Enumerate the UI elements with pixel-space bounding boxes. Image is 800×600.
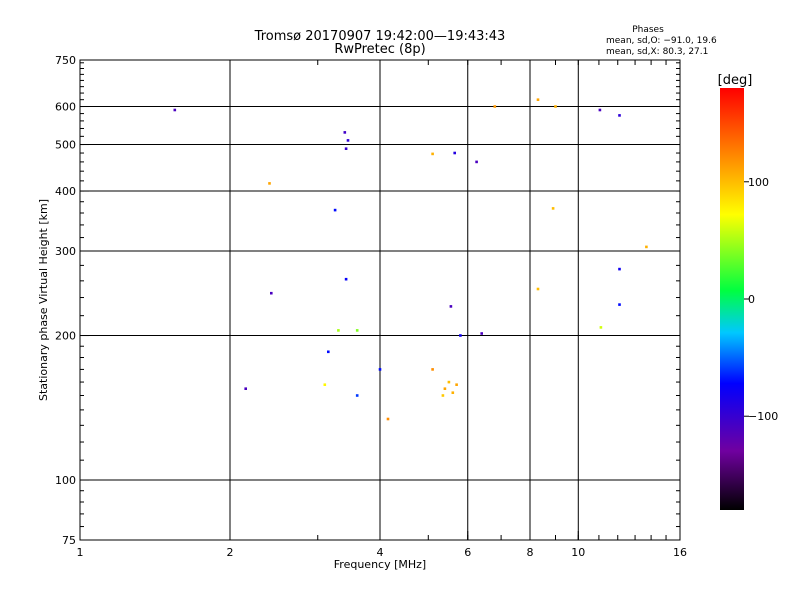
x-tick-label: 6 bbox=[464, 546, 471, 559]
colorbar-tick-label: 100 bbox=[748, 176, 769, 189]
x-tick-label: 8 bbox=[527, 546, 534, 559]
echo-point bbox=[536, 98, 540, 101]
x-tick-label: 10 bbox=[571, 546, 585, 559]
y-tick-label: 200 bbox=[55, 330, 76, 343]
echo-point bbox=[378, 368, 382, 371]
echo-point bbox=[431, 368, 434, 371]
echo-point bbox=[453, 151, 456, 155]
echo-point bbox=[343, 131, 347, 134]
y-tick-label: 75 bbox=[62, 534, 76, 547]
echo-point bbox=[618, 303, 621, 306]
stats-line-o: mean, sd,O: −91.0, 19.6 bbox=[606, 36, 717, 46]
colorbar-tick-label: 0 bbox=[748, 293, 755, 306]
echo-point bbox=[333, 208, 337, 212]
y-axis-label: Stationary phase Virtual Height [km] bbox=[37, 199, 50, 401]
echo-point bbox=[327, 350, 330, 354]
echo-point bbox=[455, 383, 458, 386]
echo-point bbox=[386, 417, 390, 421]
echo-point bbox=[459, 334, 462, 337]
echo-point bbox=[337, 329, 340, 332]
y-tick-label: 400 bbox=[55, 185, 76, 198]
echo-point bbox=[431, 152, 434, 156]
echo-point bbox=[599, 326, 603, 329]
x-axis-label: Frequency [MHz] bbox=[334, 558, 426, 571]
echo-point bbox=[441, 394, 445, 397]
echo-point bbox=[173, 108, 177, 112]
echo-point bbox=[480, 332, 483, 335]
data-points bbox=[173, 98, 648, 421]
echo-point bbox=[323, 383, 327, 386]
x-tick-label: 16 bbox=[673, 546, 687, 559]
echo-point bbox=[447, 380, 451, 384]
colorbar-unit: [deg] bbox=[718, 73, 753, 88]
y-tick-label: 600 bbox=[55, 101, 76, 114]
echo-point bbox=[493, 105, 497, 108]
chart-title: Tromsø 20170907 19:42:00—19:43:43 bbox=[254, 29, 506, 44]
chart-subtitle: RwPretec (8p) bbox=[334, 42, 425, 57]
grid-lines bbox=[80, 60, 680, 540]
echo-point bbox=[346, 139, 350, 142]
echo-point bbox=[268, 182, 271, 185]
echo-point bbox=[449, 305, 453, 308]
echo-point bbox=[618, 267, 621, 271]
y-tick-label: 300 bbox=[55, 245, 76, 258]
y-tick-label: 750 bbox=[55, 54, 76, 67]
echo-point bbox=[598, 108, 602, 112]
echo-point bbox=[554, 105, 557, 108]
echo-point bbox=[451, 391, 455, 394]
y-tick-label: 100 bbox=[55, 474, 76, 487]
echo-point bbox=[645, 245, 648, 249]
echo-point bbox=[244, 387, 247, 390]
echo-point bbox=[270, 291, 273, 295]
echo-point bbox=[344, 147, 348, 150]
x-tick-label: 2 bbox=[227, 546, 234, 559]
echo-point bbox=[536, 287, 540, 291]
echo-point bbox=[618, 114, 621, 117]
colorbar-ticks: 100 0 −100 bbox=[744, 176, 778, 423]
colorbar-tick-label: −100 bbox=[748, 410, 778, 423]
stats-heading: Phases bbox=[632, 25, 664, 35]
echo-point bbox=[344, 277, 348, 281]
echo-point bbox=[355, 394, 359, 397]
stats-line-x: mean, sd,X: 80.3, 27.1 bbox=[606, 47, 708, 57]
echo-point bbox=[551, 207, 555, 210]
echo-point bbox=[443, 387, 447, 390]
colorbar bbox=[720, 88, 744, 510]
x-tick-label: 1 bbox=[77, 546, 84, 559]
y-tick-label: 500 bbox=[55, 139, 76, 152]
echo-point bbox=[355, 329, 359, 332]
x-tick-label: 4 bbox=[377, 546, 384, 559]
axis-ticks: 1 2 4 6 8 10 16 75 100 200 300 400 500 600 750 bbox=[55, 54, 687, 559]
echo-point bbox=[475, 160, 478, 164]
